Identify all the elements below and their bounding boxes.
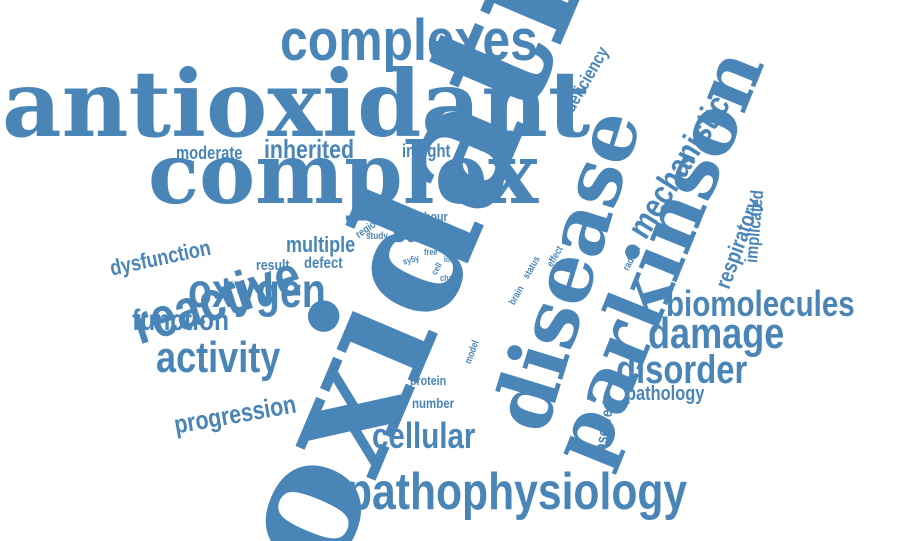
- word-inherited: inherited: [264, 134, 355, 164]
- word-damage: damage: [648, 309, 785, 358]
- word-moderate: moderate: [176, 143, 243, 163]
- word-antioxidant: antioxidant: [2, 50, 591, 158]
- word-activity: activity: [156, 333, 281, 382]
- word-implicated: implicated: [741, 189, 768, 264]
- word-pathophysiology: pathophysiology: [346, 463, 688, 521]
- word-pathology: pathology: [626, 383, 705, 405]
- word-chain: chain: [440, 273, 460, 283]
- word-defect: defect: [304, 255, 343, 272]
- word-hour: hour: [424, 209, 448, 224]
- word-insight: insight: [402, 141, 451, 161]
- word-arise: arise: [452, 233, 467, 255]
- word-function: function: [132, 304, 230, 337]
- word-study: study: [366, 231, 388, 242]
- word-complex: complex: [148, 124, 539, 223]
- word-disorder: disorder: [616, 348, 748, 392]
- word-result: result: [256, 257, 290, 274]
- word-free: free: [424, 247, 438, 257]
- word-protein: protein: [410, 373, 447, 388]
- word-number: number: [412, 395, 455, 411]
- word-biomolecules: biomolecules: [666, 283, 855, 324]
- word-occur: occur: [376, 209, 408, 225]
- word-multiple: multiple: [286, 232, 356, 257]
- word-loss: loss: [444, 255, 458, 264]
- word-str: str: [392, 216, 424, 249]
- word-complexes: complexes: [280, 8, 538, 73]
- word-oxygen: oxygen: [188, 265, 326, 318]
- word-cellular: cellular: [372, 415, 476, 456]
